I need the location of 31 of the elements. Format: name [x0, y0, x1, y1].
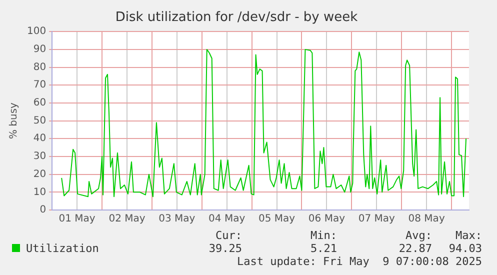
x-tick-label: 04 May — [208, 214, 246, 225]
text: Min: — [310, 229, 337, 242]
y-tick-label: 50 — [33, 115, 46, 126]
x-tick-label: 01 May — [58, 214, 96, 225]
text: Last update: Fri May 9 07:00:08 2025 — [236, 255, 482, 268]
y-tick-label: 10 — [33, 186, 46, 198]
chart-title: Disk utilization for /dev/sdr - by week — [115, 10, 358, 26]
x-tick-label: 08 May — [408, 214, 445, 225]
y-tick-label: 100 — [26, 26, 46, 38]
x-tick-label: 02 May — [108, 214, 146, 225]
y-tick-label: 70 — [33, 80, 46, 91]
y-tick-label: 60 — [33, 98, 46, 109]
y-tick-label: 0 — [40, 204, 46, 216]
text: 22.87 — [398, 242, 432, 255]
y-tick-label: 20 — [33, 168, 46, 180]
x-tick-label: 03 May — [158, 214, 196, 225]
y-tick-label: 90 — [33, 44, 46, 56]
x-tick-label: 06 May — [308, 214, 346, 225]
x-tick-label: 05 May — [258, 214, 296, 225]
text: Max: — [454, 229, 482, 242]
x-tick-label: 07 May — [358, 214, 395, 225]
text: Cur: — [214, 229, 242, 242]
text: Avg: — [404, 229, 432, 242]
y-tick-label: 40 — [33, 133, 46, 144]
text: 94.03 — [448, 242, 482, 255]
legend-label: Utilization — [25, 242, 100, 255]
text: 39.25 — [208, 242, 242, 255]
text: 5.21 — [310, 242, 337, 255]
y-axis-title: % busy — [8, 102, 20, 140]
y-tick-label: 30 — [33, 151, 46, 162]
y-tick-label: 80 — [33, 62, 46, 73]
